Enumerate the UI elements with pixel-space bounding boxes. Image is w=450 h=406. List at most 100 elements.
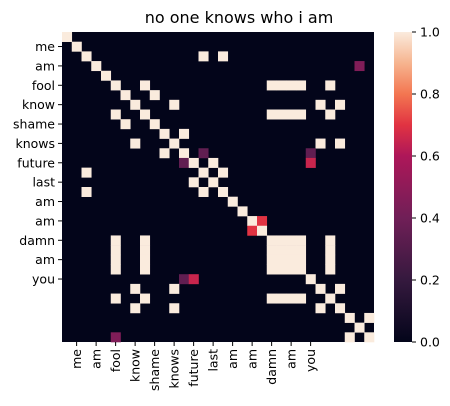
- heatmap-cell: [296, 235, 307, 246]
- heatmap-cell: [364, 332, 375, 343]
- x-tick-label: am: [284, 349, 299, 369]
- heatmap-cell: [208, 177, 219, 188]
- y-tick-label: future: [17, 155, 55, 170]
- y-axis-ticks: me am fool know shame knows future last am am damn…: [13, 39, 62, 287]
- heatmap-cell: [296, 245, 307, 256]
- heatmap-cell: [335, 303, 346, 314]
- heatmap-cell: [208, 157, 219, 168]
- heatmap-cell: [325, 245, 336, 256]
- heatmap-cell: [286, 245, 297, 256]
- heatmap-cell: [179, 157, 190, 168]
- heatmap-cell: [325, 264, 336, 275]
- y-tick-label: am: [35, 194, 55, 209]
- heatmap-cell: [276, 235, 287, 246]
- heatmap-cell: [344, 332, 355, 343]
- x-tick-label: am: [225, 349, 240, 369]
- heatmap-cell: [276, 109, 287, 120]
- heatmap-cell: [179, 128, 190, 139]
- heatmap-cell: [81, 187, 92, 197]
- x-tick-label: am: [89, 349, 104, 369]
- heatmap-cell: [266, 254, 277, 265]
- heatmap-cell: [335, 138, 346, 149]
- heatmap-cell: [140, 254, 151, 265]
- heatmap-cell: [286, 109, 297, 120]
- colorbar-tick-label: 0.0: [420, 335, 440, 350]
- heatmap-cell: [198, 148, 209, 159]
- heatmap-cell: [266, 109, 277, 120]
- heatmap-cell: [335, 283, 346, 294]
- heatmap-cell: [325, 80, 336, 91]
- colorbar-tick-label: 0.6: [420, 149, 440, 164]
- heatmap-cell: [296, 80, 307, 91]
- heatmap-cell: [266, 264, 277, 275]
- heatmap-cell: [315, 99, 326, 110]
- heatmap-cell: [276, 264, 287, 275]
- heatmap-cell: [110, 264, 121, 275]
- heatmap-cell: [110, 245, 121, 256]
- heatmap-cell: [237, 206, 248, 217]
- heatmap-cell: [169, 283, 180, 294]
- heatmap-cell: [305, 157, 316, 168]
- heatmap-cell: [169, 138, 180, 149]
- x-tick-label: fool: [108, 349, 123, 372]
- heatmap-cell: [325, 109, 336, 120]
- y-tick-label: fool: [32, 78, 55, 93]
- heatmap-cell: [81, 167, 92, 178]
- heatmap-cell: [140, 109, 151, 120]
- heatmap-cell: [257, 216, 268, 227]
- heatmap-cell: [188, 177, 199, 188]
- heatmap-cell: [179, 148, 190, 159]
- heatmap-cell: [81, 51, 92, 62]
- y-tick-label: shame: [13, 117, 55, 132]
- chart-title: no one knows who i am: [145, 8, 334, 27]
- heatmap-cell: [110, 109, 121, 120]
- colorbar-tick-label: 0.8: [420, 87, 440, 102]
- colorbar-tick-label: 0.4: [420, 211, 440, 226]
- y-tick-label: last: [32, 175, 55, 190]
- heatmap-cell: [296, 254, 307, 265]
- heatmap-cell: [305, 148, 316, 159]
- heatmap-cell: [140, 80, 151, 91]
- x-tick-label: me: [69, 349, 84, 369]
- heatmap-cell: [110, 235, 121, 246]
- y-tick-label: you: [32, 272, 55, 287]
- heatmap-cell: [286, 293, 297, 304]
- y-tick-label: am: [35, 213, 55, 228]
- heatmap-cell: [325, 254, 336, 265]
- heatmap-cell: [110, 293, 121, 304]
- x-tick-label: shame: [147, 349, 162, 391]
- heatmap-cell: [266, 235, 277, 246]
- heatmap-cell: [159, 148, 170, 159]
- heatmap-cell: [296, 264, 307, 275]
- heatmap-cell: [110, 80, 121, 91]
- heatmap-cell: [354, 61, 365, 72]
- y-tick-label: know: [22, 97, 55, 112]
- heatmap-cell: [257, 225, 268, 236]
- y-tick-label: am: [35, 252, 55, 267]
- heatmap-cell: [296, 109, 307, 120]
- heatmap-cell: [276, 80, 287, 91]
- heatmap-cell: [305, 274, 316, 285]
- heatmap-cell: [110, 332, 121, 343]
- heatmap-cell: [247, 225, 258, 236]
- x-axis-ticks: me am fool know shame knows future last am am damn…: [69, 342, 318, 391]
- y-tick-label: me: [35, 39, 55, 54]
- heatmap-cell: [286, 264, 297, 275]
- heatmap-cell: [247, 216, 258, 227]
- heatmap-cell: [188, 157, 199, 168]
- heatmap-cell: [315, 138, 326, 149]
- heatmap-cell: [198, 187, 209, 197]
- heatmap-cell: [227, 196, 238, 207]
- heatmap-cell: [149, 119, 160, 130]
- colorbar-tick-label: 1.0: [420, 25, 440, 40]
- x-tick-label: know: [128, 349, 143, 382]
- heatmap-cell: [218, 51, 229, 62]
- heatmap-cell: [120, 90, 131, 101]
- heatmap-cell: [364, 312, 375, 323]
- heatmap-cell: [344, 312, 355, 323]
- heatmap-cell: [140, 235, 151, 246]
- heatmap-cell: [354, 322, 365, 333]
- heatmap-cell: [140, 293, 151, 304]
- heatmap-cell: [276, 293, 287, 304]
